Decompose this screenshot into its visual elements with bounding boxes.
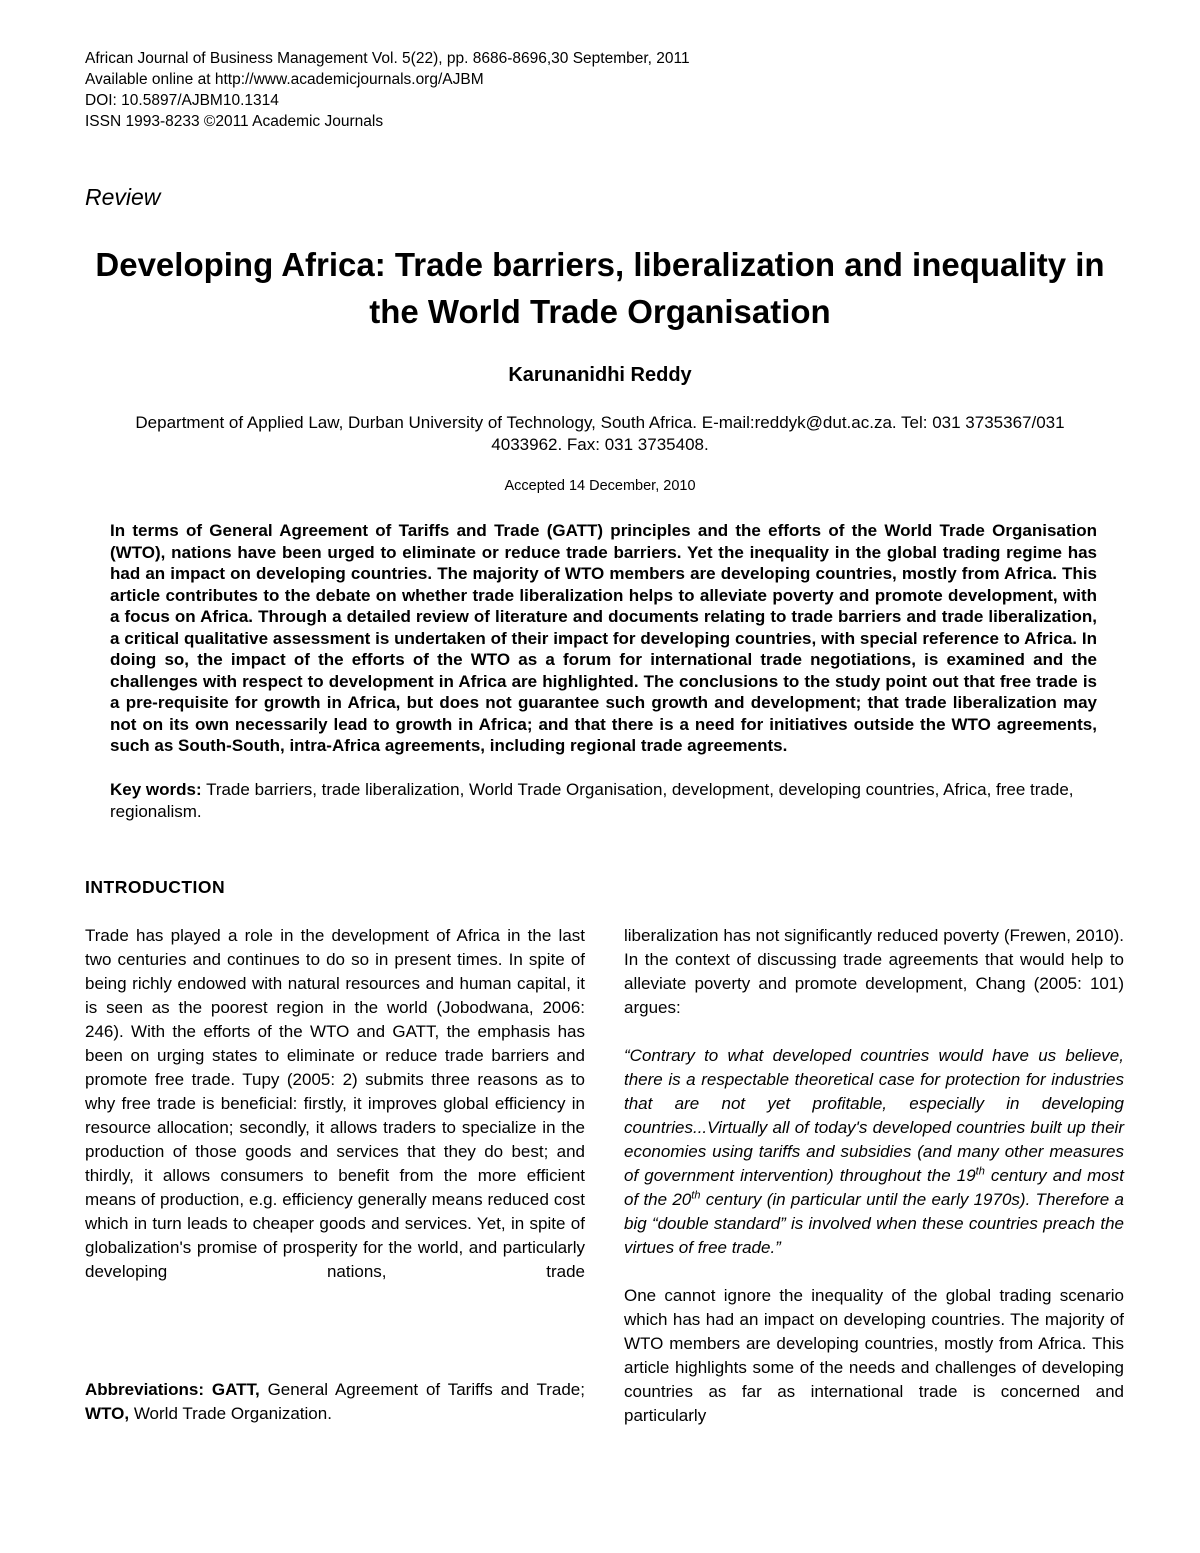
author-affiliation: Department of Applied Law, Durban Univer… — [135, 413, 1065, 454]
keywords-label: Key words: — [110, 779, 202, 799]
journal-header: African Journal of Business Management V… — [85, 48, 1115, 132]
keywords: Key words: Trade barriers, trade liberal… — [110, 779, 1097, 823]
quote-superscript-1: th — [975, 1164, 985, 1177]
two-column-body: Trade has played a role in the developme… — [85, 924, 1124, 1428]
author-name: Karunanidhi Reddy — [508, 364, 692, 386]
abbreviations-label: Abbreviations: GATT, — [85, 1379, 260, 1399]
journal-header-line-1: African Journal of Business Management V… — [85, 50, 690, 67]
paper-title: Developing Africa: Trade barriers, liber… — [95, 246, 1105, 330]
keywords-text: Trade barriers, trade liberalization, Wo… — [110, 779, 1074, 821]
journal-header-line-3: DOI: 10.5897/AJBM10.1314 — [85, 92, 279, 109]
journal-header-line-4: ISSN 1993-8233 ©2011 Academic Journals — [85, 113, 384, 130]
left-column: Trade has played a role in the developme… — [85, 924, 585, 1428]
quote-text-3: century (in particular until the early 1… — [624, 1189, 1124, 1257]
abbreviations-text-2: World Trade Organization. — [133, 1403, 332, 1423]
abbreviations-label-2: WTO, — [85, 1403, 130, 1423]
abbreviations: Abbreviations: GATT, General Agreement o… — [85, 1378, 585, 1426]
accepted-date: Accepted 14 December, 2010 — [504, 478, 696, 494]
intro-paragraph-left: Trade has played a role in the developme… — [85, 925, 585, 1281]
quote-text-1: “Contrary to what developed countries wo… — [624, 1045, 1124, 1185]
intro-paragraph-right-2: One cannot ignore the inequality of the … — [624, 1285, 1124, 1425]
introduction-heading: INTRODUCTION — [85, 876, 226, 897]
journal-header-line-2: Available online at http://www.academicj… — [85, 71, 484, 88]
abbreviations-text-1: General Agreement of Tariffs and Trade; — [267, 1379, 585, 1399]
quote-superscript-2: th — [691, 1188, 701, 1201]
right-column: liberalization has not significantly red… — [624, 924, 1124, 1428]
quote-text-2: century and most of the 20 — [624, 1165, 1124, 1209]
intro-paragraph-right-1: liberalization has not significantly red… — [624, 925, 1124, 1017]
block-quote: “Contrary to what developed countries wo… — [624, 1044, 1124, 1260]
abstract-text: In terms of General Agreement of Tariffs… — [110, 521, 1097, 755]
article-type-label: Review — [85, 184, 161, 210]
